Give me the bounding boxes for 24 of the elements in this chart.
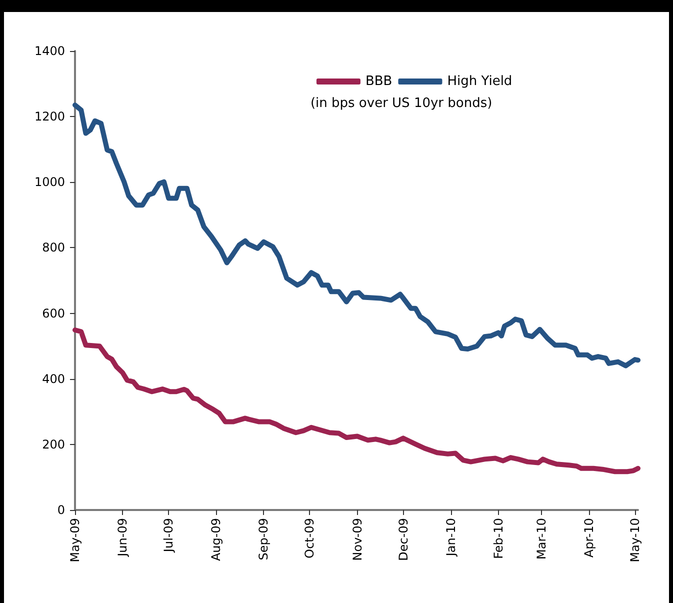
- x-tick-label: Jul-09: [162, 518, 176, 554]
- x-tick-label: Aug-09: [209, 518, 224, 562]
- x-tick-label: Jan-10: [444, 518, 458, 558]
- x-tick-label: Mar-10: [534, 518, 548, 560]
- y-tick-label: 0: [57, 503, 65, 517]
- y-tick-label: 600: [42, 306, 65, 320]
- x-tick-label: May-09: [68, 518, 82, 562]
- x-tick-label: Dec-09: [396, 518, 410, 561]
- y-tick-label: 1400: [34, 44, 65, 58]
- y-tick-label: 200: [42, 437, 65, 452]
- y-tick-label: 800: [42, 240, 65, 255]
- annotation: (in bps over US 10yr bonds): [310, 96, 492, 111]
- legend-label: High Yield: [447, 74, 512, 89]
- legend-label: BBB: [365, 74, 392, 89]
- x-tick-label: Oct-09: [302, 518, 317, 558]
- y-tick-label: 400: [42, 372, 65, 386]
- x-tick-label: Nov-09: [350, 518, 364, 561]
- x-tick-label: Jun-09: [116, 518, 130, 558]
- x-tick-label: Apr-10: [582, 518, 596, 558]
- y-tick-label: 1200: [34, 110, 65, 124]
- y-tick-label: 1000: [34, 175, 65, 190]
- x-tick-label: May-10: [628, 518, 642, 562]
- x-tick-label: Sep-09: [256, 518, 271, 560]
- x-tick-label: Feb-10: [491, 518, 506, 559]
